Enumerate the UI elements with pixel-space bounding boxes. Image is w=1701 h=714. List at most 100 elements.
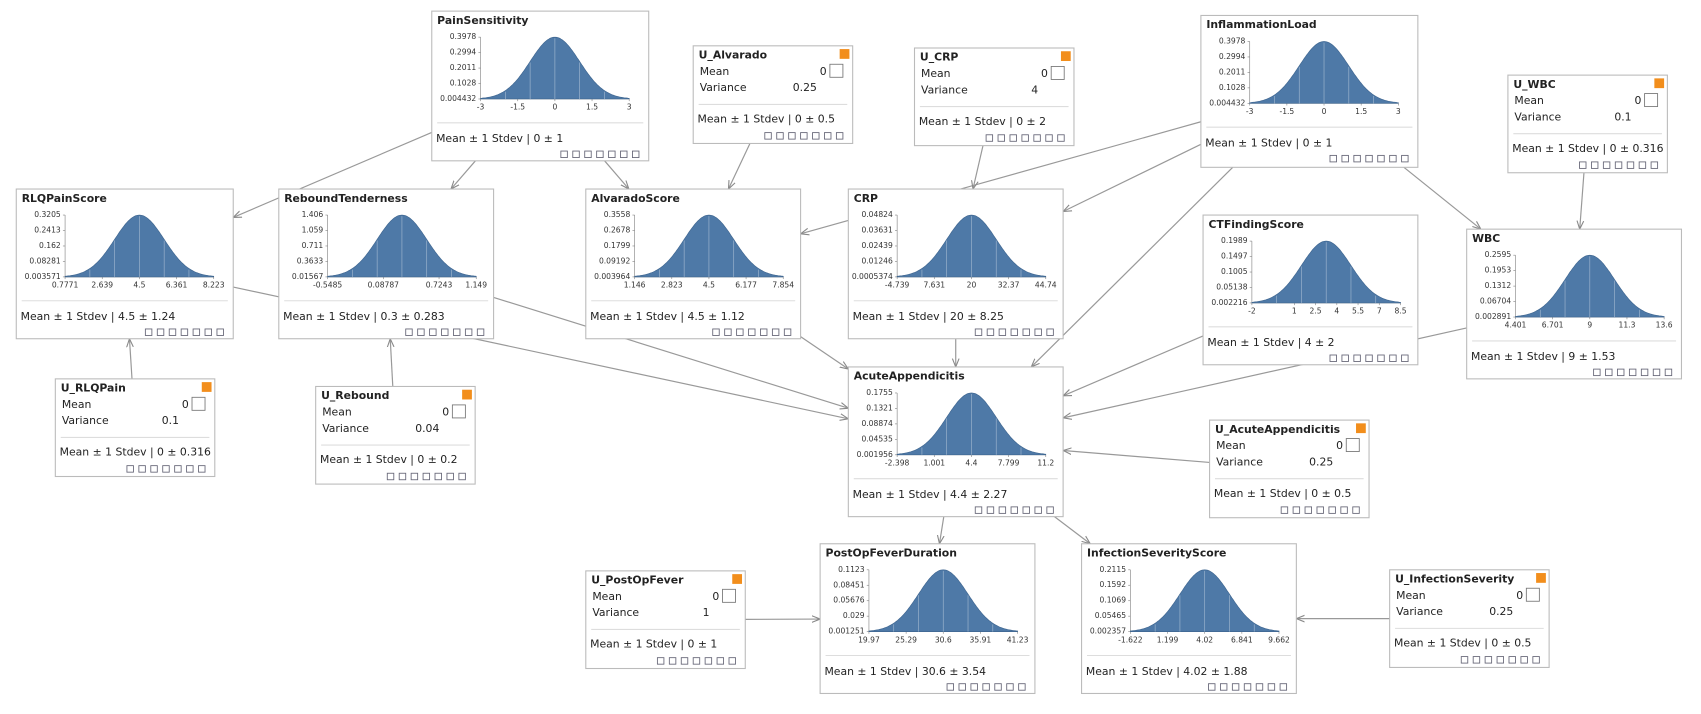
y-tick-label: 0.03631	[861, 226, 893, 235]
x-tick-label: 1	[1292, 307, 1297, 316]
mean-value: 0	[442, 405, 449, 418]
y-tick-label: 0.04824	[861, 210, 893, 219]
x-tick-label: 41.23	[1007, 635, 1029, 644]
x-tick-label: 1.199	[1157, 635, 1179, 644]
x-tick-label: 44.74	[1035, 281, 1057, 290]
variance-label: Variance	[1514, 110, 1561, 123]
distribution-node: RLQPainScore0.32050.24130.1620.082810.00…	[16, 189, 233, 339]
x-tick-label: 0.7243	[426, 281, 453, 290]
x-tick-label: -1.622	[1118, 635, 1143, 644]
x-tick-label: 7	[1377, 307, 1382, 316]
node-title: U_WBC	[1513, 78, 1555, 91]
mean-checkbox[interactable]	[1645, 94, 1658, 107]
y-tick-label: 0.08874	[861, 419, 893, 428]
node-title: PainSensitivity	[437, 14, 528, 27]
mean-checkbox[interactable]	[1526, 588, 1539, 601]
mean-checkbox[interactable]	[452, 405, 465, 418]
summary: Mean ± 1 Stdev | 0 ± 0.316	[1512, 142, 1663, 155]
summary: Mean ± 1 Stdev | 0 ± 0.316	[60, 446, 211, 459]
mean-value: 0	[1634, 94, 1641, 107]
y-tick-label: 0.003964	[594, 272, 630, 281]
variance-value: 0.25	[793, 81, 817, 94]
summary: Mean ± 1 Stdev | 4.02 ± 1.88	[1086, 665, 1248, 678]
x-tick-label: 6.361	[166, 281, 188, 290]
noise-indicator	[1536, 573, 1546, 583]
y-tick-label: 0.001956	[857, 450, 893, 459]
summary: Mean ± 1 Stdev | 0 ± 0.5	[1394, 637, 1531, 650]
y-tick-label: 0.162	[39, 241, 61, 250]
x-tick-label: 1.146	[624, 281, 646, 290]
mean-value: 0	[820, 65, 827, 78]
y-tick-label: 0.1592	[1100, 580, 1127, 589]
x-tick-label: 25.29	[895, 635, 917, 644]
x-tick-label: 0.08787	[368, 281, 400, 290]
noise-indicator	[1654, 78, 1664, 88]
x-tick-label: 4.02	[1196, 635, 1213, 644]
y-tick-label: 0.1755	[866, 388, 893, 397]
y-tick-label: 0.2678	[604, 226, 631, 235]
x-tick-label: 7.854	[772, 281, 794, 290]
y-tick-label: 0.3205	[34, 210, 61, 219]
variance-label: Variance	[700, 81, 747, 94]
edge	[728, 143, 749, 189]
mean-checkbox[interactable]	[722, 589, 735, 602]
mean-checkbox[interactable]	[1051, 66, 1064, 79]
mean-checkbox[interactable]	[192, 397, 205, 410]
x-tick-label: 35.91	[970, 635, 992, 644]
noise-indicator	[462, 390, 472, 400]
x-tick-label: 11.2	[1037, 458, 1054, 467]
summary: Mean ± 1 Stdev | 4.4 ± 2.27	[853, 488, 1008, 501]
mean-value: 0	[1516, 589, 1523, 602]
y-tick-label: 0.1497	[1221, 252, 1248, 261]
node-title: U_AcuteAppendicitis	[1215, 423, 1340, 436]
summary: Mean ± 1 Stdev | 0 ± 0.5	[698, 113, 835, 126]
distribution-node: AcuteAppendicitis0.17550.13210.088740.04…	[848, 367, 1063, 517]
x-tick-label: 11.3	[1619, 321, 1636, 330]
y-tick-label: 0.1069	[1100, 596, 1127, 605]
y-tick-label: 0.2595	[1485, 250, 1512, 259]
y-tick-label: 0.004432	[1209, 98, 1245, 107]
node-title: CRP	[854, 192, 878, 205]
summary: Mean ± 1 Stdev | 0 ± 1	[590, 638, 717, 651]
x-tick-label: -3	[1246, 107, 1254, 116]
x-tick-label: 9.662	[1268, 635, 1290, 644]
variance-value: 0.1	[162, 414, 179, 427]
y-tick-label: 0.1005	[1221, 267, 1248, 276]
distribution-node: AlvaradoScore0.35580.26780.17990.091920.…	[586, 189, 801, 339]
x-tick-label: 1.5	[586, 103, 598, 112]
distribution-node: InfectionSeverityScore0.21150.15920.1069…	[1082, 544, 1297, 694]
distribution-node: CTFindingScore0.19890.14970.10050.051380…	[1203, 215, 1418, 365]
x-tick-label: -1.5	[510, 103, 525, 112]
distribution-node: WBC0.25950.19530.13120.067040.0028914.40…	[1467, 229, 1682, 379]
edge	[451, 161, 475, 189]
distribution-node: PostOpFeverDuration0.11230.084510.056760…	[820, 544, 1035, 694]
y-tick-label: 0.002216	[1211, 298, 1247, 307]
x-tick-label: -1.5	[1279, 107, 1294, 116]
y-tick-label: 0.003571	[25, 272, 61, 281]
x-tick-label: 20	[967, 281, 977, 290]
x-tick-label: 9	[1587, 321, 1592, 330]
variance-label: Variance	[1396, 605, 1443, 618]
y-tick-label: 0.0005374	[852, 272, 893, 281]
x-tick-label: -0.5485	[313, 281, 342, 290]
variance-label: Variance	[1216, 455, 1263, 468]
y-tick-label: 0.01246	[861, 256, 893, 265]
y-tick-label: 0.1321	[866, 403, 893, 412]
edge	[605, 161, 629, 189]
node-title: AcuteAppendicitis	[854, 370, 965, 383]
variance-label: Variance	[62, 414, 109, 427]
variance-value: 1	[703, 606, 710, 619]
y-tick-label: 0.2115	[1100, 565, 1127, 574]
y-tick-label: 0.2011	[1219, 67, 1246, 76]
variance-value: 4	[1031, 83, 1038, 96]
mean-checkbox[interactable]	[830, 64, 843, 77]
y-tick-label: 0.2994	[450, 48, 477, 57]
x-tick-label: 5.5	[1352, 307, 1364, 316]
y-tick-label: 0.05676	[833, 596, 865, 605]
edge	[973, 146, 983, 189]
edge	[1580, 173, 1584, 229]
mean-checkbox[interactable]	[1346, 439, 1359, 452]
